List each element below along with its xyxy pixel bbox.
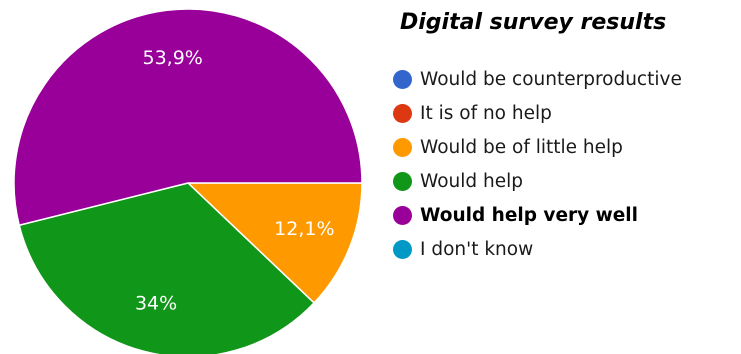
legend-label: Would be of little help: [420, 136, 623, 158]
pie-slice-2[interactable]: [186, 182, 363, 304]
legend-item-would-help[interactable]: Would help: [393, 164, 682, 198]
legend-swatch-icon: [393, 205, 412, 225]
legend-swatch-icon: [393, 69, 412, 89]
legend-swatch-icon: [393, 103, 412, 123]
legend-item-would-help-very-well[interactable]: Would help very well: [393, 198, 682, 232]
chart-title: Digital survey results: [400, 10, 667, 35]
legend-label: Would help: [420, 170, 524, 192]
legend-swatch-icon: [393, 137, 412, 157]
legend-item-dont-know[interactable]: I don't know: [393, 232, 682, 266]
legend-label: Would help very well: [420, 204, 638, 226]
legend: Would be counterproductive It is of no h…: [393, 62, 682, 266]
legend-swatch-icon: [393, 239, 412, 259]
legend-item-little-help[interactable]: Would be of little help: [393, 130, 682, 164]
legend-item-counterproductive[interactable]: Would be counterproductive: [393, 62, 682, 96]
pie-slice-3[interactable]: [18, 182, 316, 354]
legend-label: I don't know: [420, 238, 534, 260]
slice-label-2: 12,1%: [274, 218, 334, 240]
slice-label-3: 34%: [135, 293, 177, 315]
legend-label: Would be counterproductive: [420, 68, 682, 90]
legend-label: It is of no help: [420, 102, 552, 124]
legend-item-no-help[interactable]: It is of no help: [393, 96, 682, 130]
legend-swatch-icon: [393, 171, 412, 191]
pie-slice-4[interactable]: [13, 8, 363, 227]
slice-label-4: 53,9%: [143, 47, 203, 69]
